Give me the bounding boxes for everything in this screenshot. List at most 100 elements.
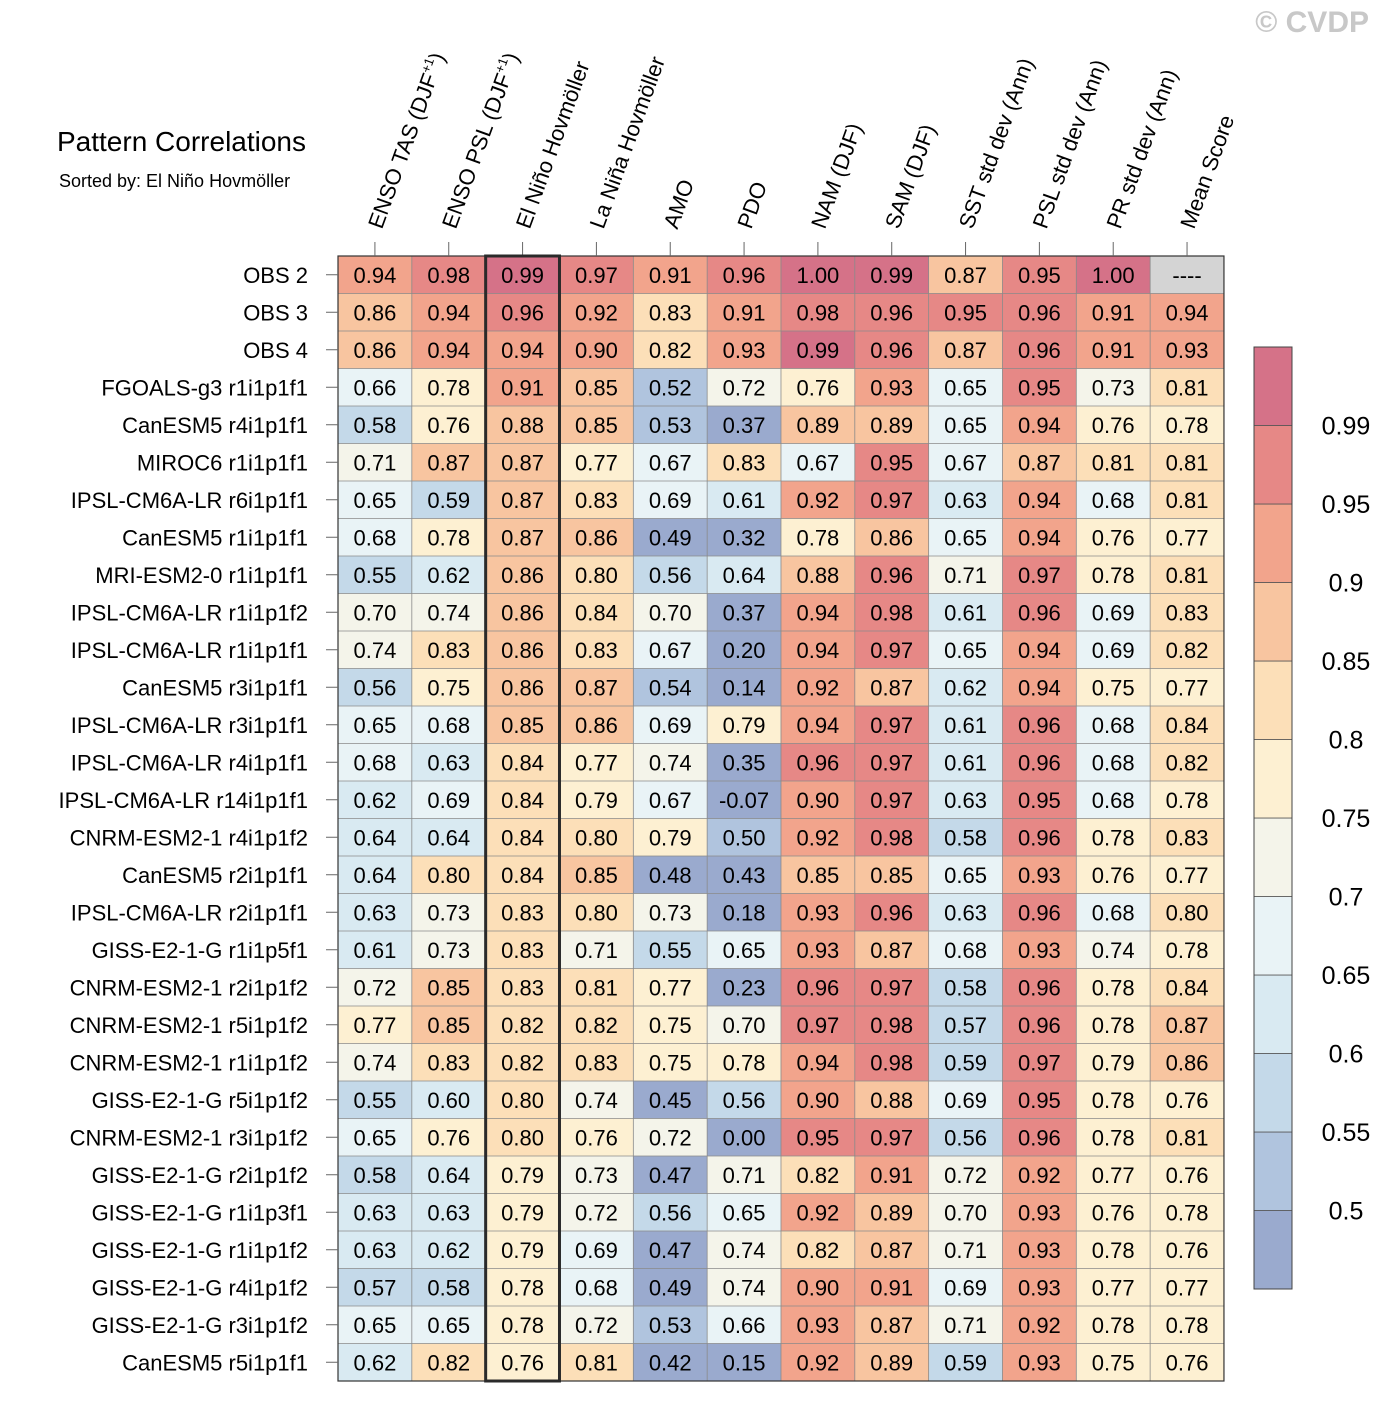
cell-value: 0.89 (870, 1350, 913, 1375)
heatmap-cell (780, 556, 855, 594)
cell-value: 0.76 (1092, 413, 1135, 438)
column-labels: ENSO TAS (DJF+1)ENSO PSL (DJF+1)El Niño … (363, 49, 1239, 256)
heatmap-cell (485, 443, 560, 481)
cell-value: 0.62 (944, 675, 987, 700)
cell-value: 0.89 (796, 413, 839, 438)
heatmap-cell (707, 1306, 781, 1344)
cell-value: 0.98 (870, 600, 913, 625)
heatmap-cell (633, 818, 708, 856)
cell-value: 0.95 (1018, 263, 1061, 288)
heatmap-cell (633, 1043, 708, 1081)
heatmap-cell (780, 706, 855, 744)
cell-value: 0.55 (649, 938, 692, 963)
heatmap-cell (559, 931, 634, 969)
cell-value: 0.86 (1166, 1050, 1209, 1075)
cell-value: 0.94 (1018, 638, 1061, 663)
heatmap-cell (485, 1268, 560, 1306)
cell-value: 0.78 (1092, 1313, 1135, 1338)
heatmap-cell (338, 668, 412, 706)
heatmap-cells (338, 256, 1224, 1381)
cell-value: 0.32 (723, 525, 766, 550)
cell-value: 0.61 (723, 488, 766, 513)
heatmap-cell (928, 931, 1003, 969)
heatmap-cell (707, 856, 781, 894)
colorbar-bin (1253, 1131, 1293, 1211)
cell-value: 0.97 (870, 788, 913, 813)
heatmap-cell (1150, 743, 1224, 781)
cell-value: 0.95 (796, 1125, 839, 1150)
heatmap-cell (928, 1081, 1003, 1119)
cell-value: 0.14 (723, 675, 766, 700)
heatmap-cell (485, 1043, 560, 1081)
heatmap-cell (485, 1193, 560, 1231)
heatmap-cell (1002, 818, 1077, 856)
heatmap-cell (338, 593, 412, 631)
cell-value: 0.68 (575, 1275, 618, 1300)
cell-value: 0.59 (944, 1350, 987, 1375)
heatmap-cell (559, 1118, 634, 1156)
cell-value: 0.91 (870, 1275, 913, 1300)
heatmap-cell (1150, 368, 1224, 406)
heatmap-cell (485, 1118, 560, 1156)
heatmap-cell (633, 631, 708, 669)
cell-value: 0.52 (649, 375, 692, 400)
heatmap-cell (928, 818, 1003, 856)
cell-value: 0.82 (1166, 750, 1209, 775)
heatmap-cell (854, 668, 929, 706)
heatmap-cell (559, 556, 634, 594)
heatmap-cell (707, 818, 781, 856)
cell-value: 0.83 (427, 1050, 470, 1075)
heatmap-cell (1076, 893, 1151, 931)
cell-value: 0.93 (723, 338, 766, 363)
heatmap-cell (559, 331, 634, 369)
cell-value: 0.98 (870, 825, 913, 850)
row-label: IPSL-CM6A-LR r1i1p1f1 (71, 638, 308, 663)
cell-value: 0.68 (1092, 750, 1135, 775)
cell-value: 0.93 (1018, 863, 1061, 888)
cell-value: 0.78 (1166, 413, 1209, 438)
column-label: AMO (658, 176, 699, 232)
heatmap-cell (928, 1231, 1003, 1269)
heatmap-cell (1076, 631, 1151, 669)
heatmap-cell (707, 518, 781, 556)
cell-value: 0.98 (427, 263, 470, 288)
heatmap-cell (411, 1006, 486, 1044)
heatmap-cell (1002, 1081, 1077, 1119)
colorbar-bin (1253, 660, 1293, 740)
cell-value: 0.79 (501, 1200, 544, 1225)
cell-value: 0.96 (1018, 338, 1061, 363)
heatmap-cell (707, 1156, 781, 1194)
cell-value: 0.94 (1018, 488, 1061, 513)
colorbar-bin (1253, 739, 1293, 819)
heatmap-cell (1002, 1118, 1077, 1156)
cell-value: 0.63 (354, 1238, 397, 1263)
heatmap-cell (1076, 1231, 1151, 1269)
heatmap-cell (1076, 818, 1151, 856)
heatmap-cell (780, 481, 855, 519)
column-label: NAM (DJF) (806, 120, 867, 232)
cell-value: 0.78 (427, 375, 470, 400)
cell-value: 0.71 (944, 563, 987, 588)
heatmap-cell (1076, 1043, 1151, 1081)
heatmap-cell (1076, 1118, 1151, 1156)
cell-value: 0.58 (944, 825, 987, 850)
heatmap-cell (411, 856, 486, 894)
heatmap-cell (780, 1193, 855, 1231)
cell-value: 0.76 (427, 1125, 470, 1150)
cell-value: 0.85 (501, 713, 544, 738)
row-label: GISS-E2-1-G r1i1p1f2 (92, 1238, 308, 1263)
heatmap-cell (559, 1193, 634, 1231)
heatmap-cell (854, 368, 929, 406)
cell-value: 0.69 (944, 1275, 987, 1300)
heatmap-cell (928, 1193, 1003, 1231)
cell-value: 0.97 (870, 975, 913, 1000)
cell-value: 0.97 (870, 1125, 913, 1150)
cell-value: 0.94 (796, 713, 839, 738)
heatmap-cell (928, 443, 1003, 481)
cell-value: 0.74 (354, 638, 397, 663)
cell-value: 0.72 (575, 1313, 618, 1338)
cell-value: 0.86 (501, 563, 544, 588)
cell-value: 0.57 (354, 1275, 397, 1300)
heatmap-cell (1150, 1043, 1224, 1081)
cell-value: 0.70 (723, 1013, 766, 1038)
